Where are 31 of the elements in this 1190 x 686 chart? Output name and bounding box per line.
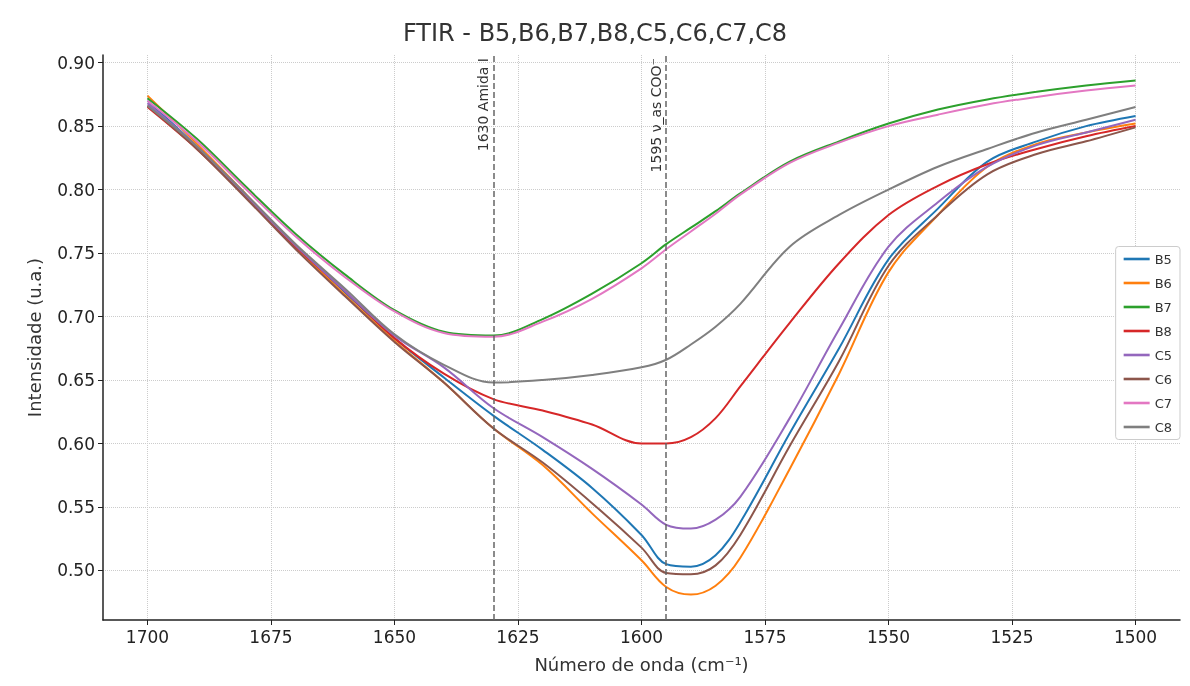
chart-title: FTIR - B5,B6,B7,B8,C5,C6,C7,C8 bbox=[402, 19, 788, 47]
x-tick-label: 1675 bbox=[249, 626, 293, 647]
x-axis-title: Número de onda (cm⁻¹) bbox=[534, 653, 749, 675]
legend-label: C6 bbox=[1154, 371, 1173, 387]
x-tick-label: 1600 bbox=[619, 626, 664, 647]
legend-label: C8 bbox=[1154, 419, 1173, 435]
y-tick-label: 0.65 bbox=[57, 370, 95, 391]
y-tick-label: 0.60 bbox=[57, 433, 95, 454]
ref-line-label: 1595 ν_as COO⁻ bbox=[648, 58, 665, 173]
ref-line-label: 1630 Amida I bbox=[475, 58, 492, 152]
legend-label: B5 bbox=[1154, 251, 1172, 267]
y-axis-title: Intensidade (u.a.) bbox=[23, 257, 45, 418]
y-tick-label: 0.85 bbox=[57, 116, 95, 137]
y-tick-label: 0.70 bbox=[57, 306, 95, 327]
x-tick-label: 1650 bbox=[372, 626, 417, 647]
x-tick-label: 1700 bbox=[125, 626, 170, 647]
legend-label: C7 bbox=[1154, 395, 1173, 411]
legend-label: C5 bbox=[1154, 347, 1173, 363]
y-tick-label: 0.75 bbox=[57, 243, 95, 264]
y-tick-label: 0.90 bbox=[57, 52, 95, 73]
legend-label: B6 bbox=[1154, 275, 1172, 291]
x-tick-label: 1500 bbox=[1113, 626, 1158, 647]
legend-label: B7 bbox=[1154, 299, 1172, 315]
x-tick-label: 1625 bbox=[496, 626, 540, 647]
x-tick-label: 1525 bbox=[990, 626, 1034, 647]
y-tick-label: 0.55 bbox=[57, 497, 95, 517]
x-tick-label: 1575 bbox=[743, 626, 787, 647]
x-tick-label: 1550 bbox=[866, 626, 911, 647]
y-tick-label: 0.80 bbox=[57, 179, 95, 200]
legend-label: B8 bbox=[1154, 323, 1172, 339]
y-tick-label: 0.50 bbox=[57, 560, 95, 581]
